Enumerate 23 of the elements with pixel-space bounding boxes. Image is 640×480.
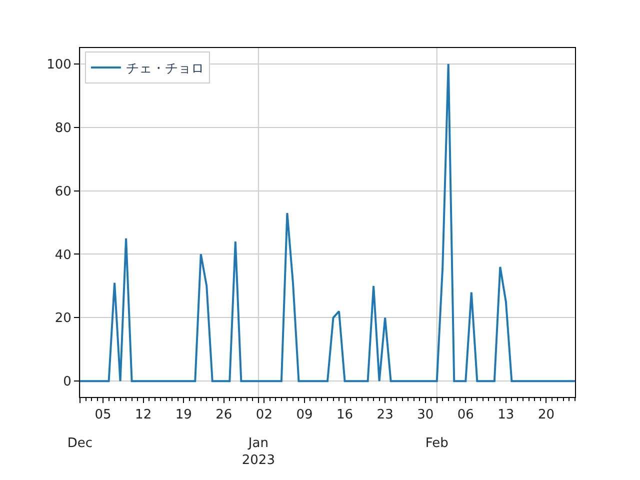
- x-tick-label: 19: [175, 408, 192, 423]
- legend-label: チェ・チョロ: [126, 62, 204, 77]
- y-tick-label: 100: [46, 57, 72, 72]
- y-tick-label: 80: [54, 120, 72, 136]
- x-tick-label: 26: [216, 408, 232, 423]
- x-tick-label: 20: [538, 408, 554, 423]
- x-tick-label: 13: [498, 408, 514, 423]
- x2-tick-label: Feb: [425, 436, 448, 451]
- x-tick-label: 30: [417, 408, 434, 423]
- x-tick-label: 05: [94, 408, 112, 423]
- y-tick-label: 0: [63, 374, 72, 390]
- y-tick-label: 20: [54, 311, 72, 326]
- x-tick-label: 23: [376, 408, 394, 423]
- x-tick-label: 06: [457, 408, 474, 423]
- x2-tick-label: Jan 2023: [242, 436, 275, 468]
- y-tick-label: 60: [54, 184, 72, 200]
- x-tick-label: 09: [296, 408, 313, 423]
- y-tick-label: 40: [54, 248, 72, 263]
- x2-tick-label: Dec: [67, 436, 93, 451]
- line-series: [80, 62, 575, 382]
- x-tick-label: 16: [336, 408, 354, 423]
- x-tick-label: 12: [135, 408, 152, 423]
- x-tick-label: 02: [256, 408, 272, 423]
